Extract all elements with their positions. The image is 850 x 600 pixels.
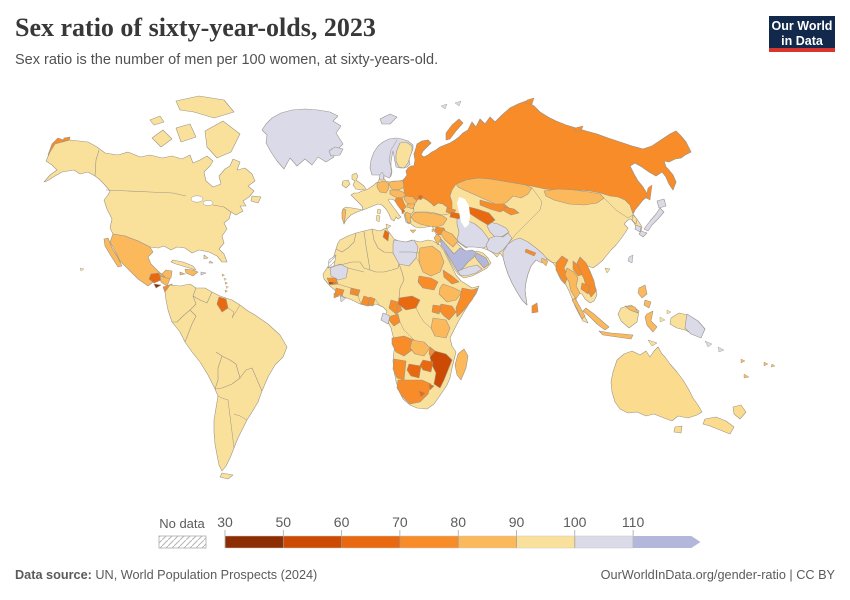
svg-text:30: 30 bbox=[217, 514, 233, 530]
svg-text:60: 60 bbox=[334, 514, 350, 530]
svg-text:No data: No data bbox=[159, 516, 205, 531]
svg-text:80: 80 bbox=[450, 514, 466, 530]
svg-text:70: 70 bbox=[392, 514, 408, 530]
svg-text:100: 100 bbox=[563, 514, 587, 530]
svg-text:90: 90 bbox=[509, 514, 525, 530]
svg-text:110: 110 bbox=[622, 514, 645, 530]
svg-text:50: 50 bbox=[276, 514, 292, 530]
